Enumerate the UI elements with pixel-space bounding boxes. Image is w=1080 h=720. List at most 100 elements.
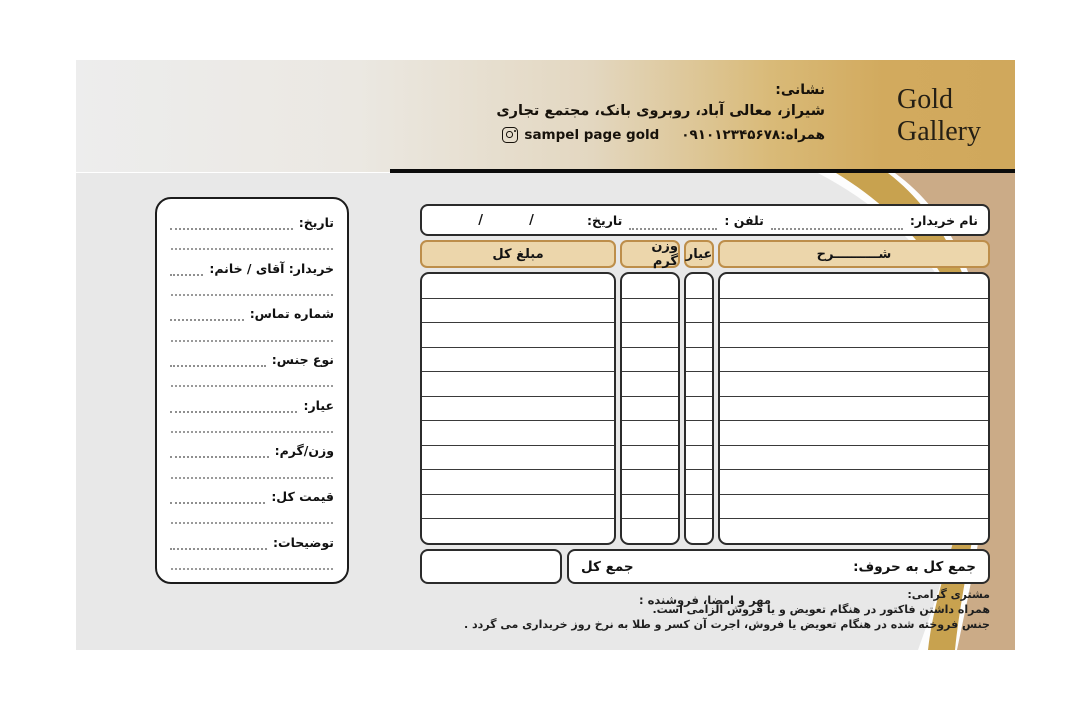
side-field-row: تاریخ: [170,215,334,230]
side-field-row: شماره تماس: [170,306,334,322]
phone-field [629,219,718,230]
side-field-label: خریدار: آقای / خانم: [209,260,334,276]
side-field-dotted-line [170,447,269,459]
column-header: وزن گرم [620,239,680,269]
phone-label: تلفن : [724,212,764,228]
date-slash: / [529,212,534,228]
table-cell [422,274,614,299]
table-cell [622,519,678,543]
invoice: نشانی: شیراز، معالی آباد، روبروی بانک، م… [76,60,1015,650]
buyer-name-field [770,219,903,230]
shop-address-block: نشانی: شیراز، معالی آباد، روبروی بانک، م… [496,82,825,143]
table-cell [720,299,988,324]
table-body [420,272,990,545]
table-cell [720,495,988,520]
side-field-label: شماره تماس: [249,306,334,322]
side-field-row: خریدار: آقای / خانم: [170,261,334,276]
table-cell [686,299,712,324]
table-cell [422,348,614,373]
table-cell [622,274,678,299]
table-cell [720,372,988,397]
table-cell [622,397,678,422]
table-cell [422,372,614,397]
table-cell [422,446,614,471]
total-label: جمع کل [581,558,634,575]
table-cell [422,495,614,520]
footer-note-line: همراه داشتن فاکتور در هنگام تعویض و یا ف… [652,603,990,616]
dotted-separator [171,240,333,251]
instagram-handle: sampel page gold [502,127,659,143]
header-divider-line [390,169,1015,173]
total-in-words-box: جمع کل به حروف: جمع کل [567,549,990,584]
side-field-label: تاریخ: [298,215,334,230]
side-field-dotted-line [170,310,244,322]
total-amount-box [420,549,562,584]
side-field-dotted-line [170,493,266,504]
table-cell [686,446,712,471]
dotted-separator [171,514,333,525]
brand-line1: Gold [897,84,954,115]
table-cell [686,397,712,422]
footer-notes: مشتری گرامی: همراه داشتن فاکتور در هنگام … [464,587,990,632]
date-label: تاریخ: [587,212,623,228]
column-header: مبلغ کل [420,240,616,268]
side-field-dotted-line [170,219,293,230]
mobile-number: همراه:۰۹۱۰۱۲۳۴۵۶۷۸ [681,127,825,143]
dotted-separator [171,469,333,479]
table-cell [686,274,712,299]
table-column [420,272,616,545]
customer-info-card: تاریخ: خریدار: آقای / خانم: شماره تماس: نوع… [155,197,349,584]
side-field-dotted-line [170,402,298,413]
table-cell [686,348,712,373]
buyer-name-label: نام خریدار: [909,212,978,228]
table-cell [720,397,988,422]
table-cell [622,446,678,471]
table-cell [622,495,678,520]
table-cell [686,519,712,543]
table-cell [622,421,678,446]
total-row: جمع کل به حروف: جمع کل [420,549,990,584]
brand-logo: Gold Gallery [897,84,981,148]
side-field-dotted-line [170,356,266,367]
date-slash: / [478,212,483,228]
table-cell [622,470,678,495]
column-header: عیار [684,240,714,268]
table-cell [422,397,614,422]
dotted-separator [171,377,333,388]
stamp-signature-label: مهر و امضا، فروشنده : [639,593,771,607]
table-cell [720,348,988,373]
column-header: شــــــــــرح [718,240,990,268]
side-field-row: عیار: [170,398,334,413]
table-column [684,272,714,545]
table-column [620,272,680,545]
dotted-separator [171,332,333,342]
footer-note-line: جنس فروخته شده در هنگام تعویض یا فروش، ا… [464,618,990,631]
dotted-separator [171,423,333,433]
contact-row: همراه:۰۹۱۰۱۲۳۴۵۶۷۸ sampel page gold [496,127,825,143]
table-cell [720,519,988,543]
date-field: / / [432,213,580,228]
table-cell [720,446,988,471]
dotted-separator [171,560,333,570]
table-cell [422,421,614,446]
side-field-label: قیمت کل: [271,488,334,504]
table-cell [686,495,712,520]
side-field-label: توضیحات: [273,534,334,550]
table-cell [720,323,988,348]
table-cell [686,323,712,348]
invoice-body: تاریخ: خریدار: آقای / خانم: شماره تماس: نوع… [76,173,1015,650]
side-field-row: قیمت کل: [170,489,334,504]
side-field-row: نوع جنس: [170,352,334,367]
table-cell [622,299,678,324]
brand-line2: Gallery [897,116,981,148]
table-cell [686,372,712,397]
table-cell [686,421,712,446]
table-cell [422,299,614,324]
table-cell [622,348,678,373]
table-header-row: شــــــــــرح عیار وزن گرم مبلغ کل [420,239,990,269]
invoice-table: نام خریدار: تلفن : تاریخ: / / شـــــــــ… [420,204,990,584]
table-cell [720,470,988,495]
instagram-icon [502,127,519,143]
dotted-separator [171,286,333,296]
